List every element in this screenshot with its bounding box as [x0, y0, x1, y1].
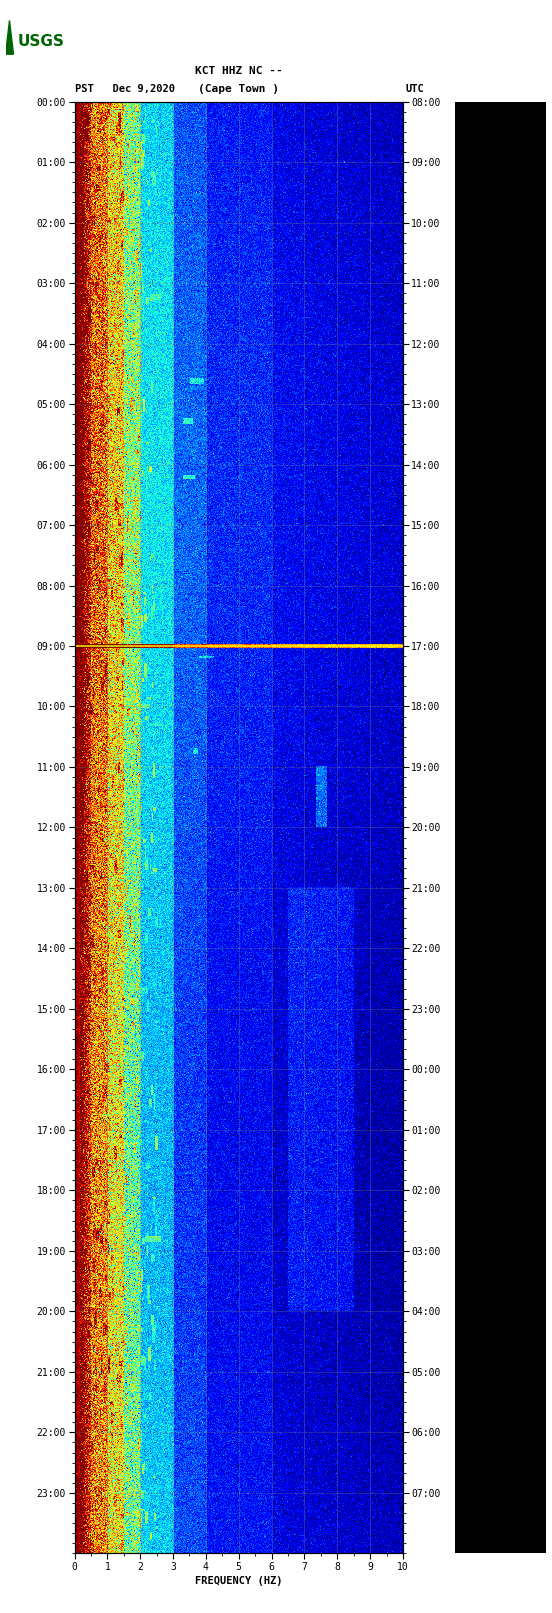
Text: (Cape Town ): (Cape Town ) [198, 84, 279, 94]
Polygon shape [6, 21, 13, 55]
Text: PST   Dec 9,2020: PST Dec 9,2020 [75, 84, 174, 94]
X-axis label: FREQUENCY (HZ): FREQUENCY (HZ) [195, 1576, 283, 1586]
Text: KCT HHZ NC --: KCT HHZ NC -- [195, 66, 283, 76]
Text: UTC: UTC [406, 84, 424, 94]
Text: USGS: USGS [18, 34, 65, 50]
